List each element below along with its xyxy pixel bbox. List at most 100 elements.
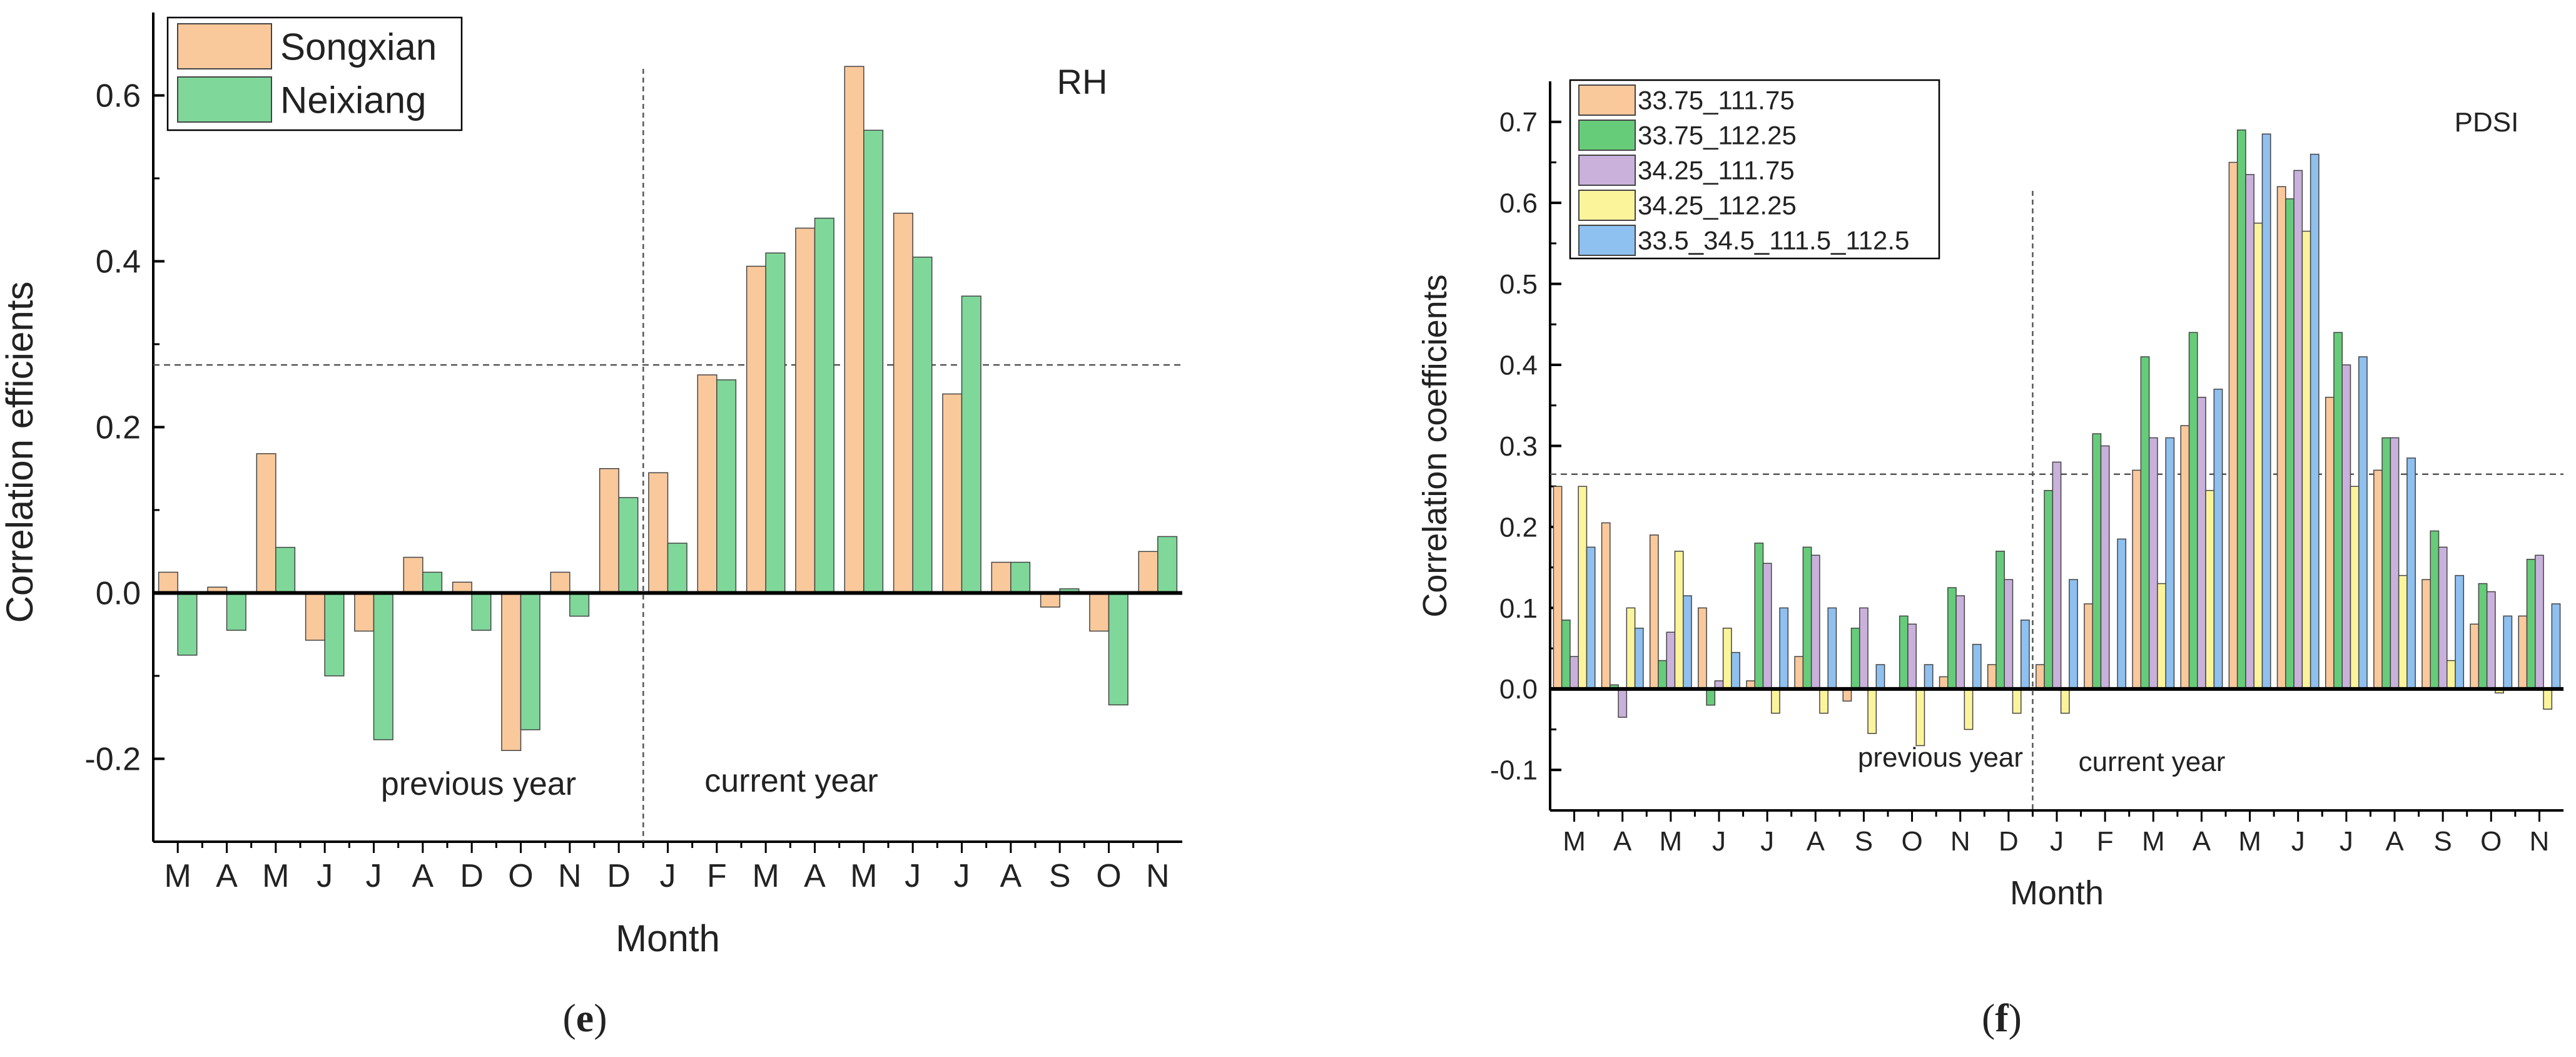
panel-f-y-tick-label: -0.1 [1490, 755, 1538, 786]
panel-f-bar [1586, 546, 1596, 690]
panel-f-variable-label: PDSI [2455, 107, 2519, 138]
panel-f-x-tick-label: J [1712, 826, 1726, 857]
panel-e-y-tick-label: 0.2 [96, 410, 141, 446]
panel-f-bar [1964, 688, 1974, 730]
panel-f-bar [1899, 615, 1909, 690]
panel-f-x-tick-label: M [1660, 826, 1683, 857]
panel-f-bar [2060, 688, 2070, 714]
panel-f-bar [2245, 174, 2254, 690]
panel-f-bar [2341, 364, 2351, 690]
panel-f-legend-swatch [1578, 225, 1636, 256]
panel-e-bar [618, 497, 639, 594]
panel-f-bar [2069, 579, 2078, 690]
panel-f-bar [1706, 688, 1716, 706]
panel-f-bar [1618, 688, 1628, 718]
panel-f-x-tick-label: O [2480, 826, 2502, 857]
panel-f-y-tick-label: 0.1 [1499, 593, 1538, 624]
panel-f-bar [2021, 620, 2030, 690]
panel-f-x-tick-label: M [1563, 826, 1586, 857]
panel-f-bar [1634, 628, 1644, 690]
panel-e-bar [501, 592, 522, 751]
panel-f-bar [2140, 356, 2150, 690]
panel-e-y-tick-label: 0.4 [96, 244, 141, 280]
panel-f-bar [1972, 643, 1982, 690]
panel-f-legend-label: 33.75_111.75 [1638, 85, 1795, 115]
panel-f-y-tick-label: 0.4 [1499, 350, 1538, 380]
panel-f-x-tick-label: S [2433, 826, 2452, 857]
panel-e-x-tick-label: J [660, 858, 676, 894]
panel-f-bar [1867, 688, 1877, 734]
panel-f-bar [1553, 486, 1563, 690]
panel-e-x-tick-label: D [607, 858, 631, 894]
panel-f-y-tick-label: 0.5 [1499, 269, 1538, 300]
panel-e-bar [1010, 561, 1031, 594]
panel-e-bar [991, 561, 1012, 594]
panel-f-bar [2092, 433, 2102, 690]
panel-e-bar [226, 592, 246, 631]
panel-e-bar [305, 592, 325, 641]
panel-f-bar [2301, 230, 2311, 690]
panel-f-x-tick-label: F [2097, 826, 2114, 857]
panel-f-y-tick-label: 0.3 [1499, 431, 1538, 462]
panel-f-legend-swatch [1578, 155, 1636, 186]
panel-e-bar [275, 546, 296, 594]
panel-f-bar [1810, 554, 1820, 690]
panel-e-bar [158, 571, 178, 594]
panel-f-legend-label: 33.5_34.5_111.5_112.5 [1638, 225, 1909, 255]
panel-e-bar [844, 66, 865, 594]
panel-f-bar [2276, 186, 2286, 690]
panel-f-bar [2132, 469, 2142, 690]
panel-f-y-tick-label: 0.7 [1499, 107, 1538, 138]
panel-f-x-tick-label: J [1760, 826, 1774, 857]
panel-f-bar [2421, 579, 2431, 690]
panel-f-y-tick-label: 0.6 [1499, 188, 1538, 219]
panel-e-x-tick-label: J [366, 858, 382, 894]
panel-e-x-tick-label: M [753, 858, 779, 894]
panel-f-x-tick-label: A [1807, 826, 1825, 857]
panel-e-bar [697, 374, 718, 594]
panel-f-bar [1987, 664, 1997, 690]
panel-f-bar [2117, 538, 2127, 690]
panel-f-bar [1995, 551, 2005, 690]
panel-e-x-tick-label: A [1000, 858, 1022, 894]
panel-f-bar [1722, 628, 1732, 690]
panel-f-region-label: current year [2079, 747, 2226, 777]
panel-e-bar [765, 252, 786, 594]
panel-e-bar [599, 468, 619, 594]
panel-f-bar [2261, 133, 2271, 690]
panel-e-bar [942, 393, 963, 594]
panel-f-bar [2165, 437, 2175, 690]
panel-f-y-tick-label: 0.2 [1499, 512, 1538, 543]
panel-f-bar [2012, 688, 2022, 714]
panel-f-bar [2148, 437, 2158, 690]
panel-f-legend-label: 34.25_112.25 [1638, 190, 1797, 220]
panel-f-bar [1578, 486, 1588, 690]
panel-f-bar [2213, 389, 2223, 690]
panel-f-bar [1561, 620, 1571, 690]
panel-f-bar [2044, 489, 2054, 690]
panel-f-x-tick-label: D [1999, 826, 2019, 857]
panel-f-bar [2526, 558, 2536, 690]
panel-f-bar [2478, 583, 2488, 690]
panel-f-x-tick-label: N [2530, 826, 2550, 857]
panel-f-legend-swatch [1578, 84, 1636, 116]
panel-f-x-tick-label: M [2142, 826, 2165, 857]
panel-f-bar [1649, 534, 1659, 690]
panel-e-legend-swatch [177, 23, 272, 69]
panel-e-x-tick-label: M [262, 858, 289, 894]
panel-f-bar [2373, 469, 2383, 690]
panel-e-bar [1157, 536, 1178, 594]
panel-e-bar [961, 295, 981, 594]
panel-f-bar [2310, 153, 2320, 690]
panel-f-bar [1731, 651, 1740, 690]
panel-e-legend-label: Songxian [280, 26, 437, 68]
panel-f-bar [1779, 607, 1789, 690]
panel-f-bar [1762, 563, 1772, 690]
panel-e-bar [795, 227, 816, 594]
panel-f-bar [2188, 332, 2198, 690]
panel-f-y-axis-title: Correlation coefficients [1416, 274, 1454, 617]
panel-e-panel-label: (e) [562, 996, 607, 1040]
panel-f-bar [2551, 603, 2561, 690]
panel-f-bar [1907, 623, 1917, 690]
